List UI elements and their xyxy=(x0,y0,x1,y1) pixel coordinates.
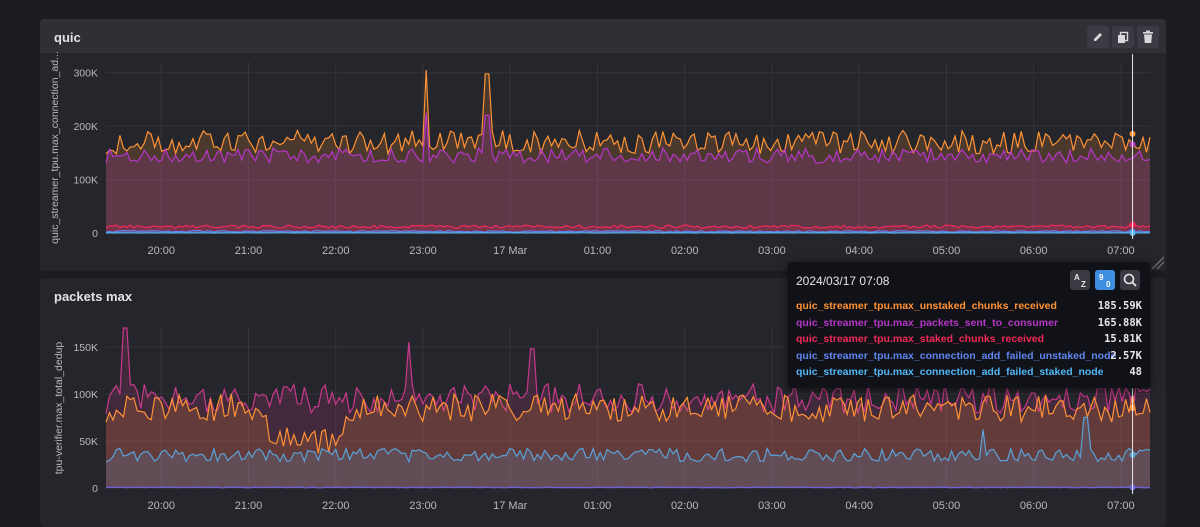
tooltip-series-value: 15.81K xyxy=(1104,333,1142,345)
svg-text:9: 9 xyxy=(1099,273,1104,282)
tooltip-series-name: quic_streamer_tpu.max_unstaked_chunks_re… xyxy=(796,300,1057,312)
tooltip-series-value: 185.59K xyxy=(1097,300,1142,312)
x-tick-label: 02:00 xyxy=(671,500,699,512)
copy-icon xyxy=(1118,31,1129,43)
series-line xyxy=(105,416,1151,464)
tooltip-series-name: quic_streamer_tpu.max_connection_add_fai… xyxy=(796,366,1104,378)
svg-text:0: 0 xyxy=(1106,280,1111,289)
search-icon xyxy=(1123,273,1137,287)
x-tick-label: 01:00 xyxy=(584,245,612,257)
series-area xyxy=(106,417,1150,488)
x-tick-label: 06:00 xyxy=(1020,500,1048,512)
x-tick-label: 23:00 xyxy=(409,500,437,512)
y-tick-label: 0 xyxy=(92,228,98,240)
quic-panel: quic 0 100K 200K 300K 20:00 21:00 22:00 23:00 17… xyxy=(40,19,1166,271)
x-tick-label: 07:00 xyxy=(1107,245,1135,257)
edit-button[interactable] xyxy=(1087,26,1109,48)
panel-header[interactable]: packets max xyxy=(40,278,1166,312)
x-tick-label: 20:00 xyxy=(147,245,175,257)
tooltip-row: quic_streamer_tpu.max_staked_chunks_rece… xyxy=(796,333,1142,349)
tooltip-row: quic_streamer_tpu.max_connection_add_fai… xyxy=(796,366,1142,382)
series-area xyxy=(106,225,1150,233)
series-line xyxy=(105,224,1151,229)
sort-numeric-button[interactable]: 9 0 xyxy=(1095,270,1115,290)
tooltip-series-name: quic_streamer_tpu.max_packets_sent_to_co… xyxy=(796,316,1059,329)
panel-title: packets max xyxy=(54,289,133,304)
y-tick-label: 50K xyxy=(79,436,98,448)
series-line xyxy=(105,69,1151,156)
sort-alpha-button[interactable]: A Z xyxy=(1070,270,1090,290)
tooltip-row: quic_streamer_tpu.max_packets_sent_to_co… xyxy=(796,317,1142,333)
tooltip-series-value: 2.57K xyxy=(1110,349,1142,362)
series-line xyxy=(105,112,1151,165)
tooltip-row: quic_streamer_tpu.max_connection_add_fai… xyxy=(796,350,1142,366)
tooltip-series-value: 48 xyxy=(1129,366,1142,378)
tooltip-series-value: 165.88K xyxy=(1097,316,1142,329)
sort-alpha-icon: A Z xyxy=(1074,273,1086,289)
chart-tooltip: 2024/03/17 07:08 A Z 9 0 quic_streamer_t… xyxy=(788,262,1150,388)
trash-icon xyxy=(1143,30,1153,43)
x-tick-label: 03:00 xyxy=(758,500,786,512)
series-area xyxy=(106,393,1150,488)
tooltip-time: 2024/03/17 07:08 xyxy=(796,274,890,288)
pencil-icon xyxy=(1094,33,1102,41)
x-tick-label: 05:00 xyxy=(933,245,961,257)
x-tick-label: 07:00 xyxy=(1107,500,1135,512)
x-tick-label: 04:00 xyxy=(845,245,873,257)
series-line xyxy=(105,486,1151,489)
delete-button[interactable] xyxy=(1137,26,1159,48)
y-tick-label: 0 xyxy=(92,483,98,495)
series-line xyxy=(105,229,1151,233)
quic-chart[interactable]: 0 100K 200K 300K 20:00 21:00 22:00 23:00 17 Mar 0… xyxy=(40,19,1166,271)
y-tick-label: 100K xyxy=(73,389,98,401)
sort-numeric-icon: 9 0 xyxy=(1099,273,1111,289)
y-tick-label: 100K xyxy=(73,175,98,187)
y-tick-label: 200K xyxy=(73,121,98,133)
series-area xyxy=(106,112,1150,233)
resize-handle-icon[interactable] xyxy=(1150,255,1164,269)
series-area xyxy=(106,70,1150,233)
x-tick-label: 17 Mar xyxy=(493,245,528,257)
tooltip-row: quic_streamer_tpu.max_unstaked_chunks_re… xyxy=(796,300,1142,316)
panel-title: quic xyxy=(54,30,81,45)
x-tick-label: 20:00 xyxy=(147,500,175,512)
x-tick-label: 22:00 xyxy=(322,500,350,512)
x-tick-label: 23:00 xyxy=(409,245,437,257)
duplicate-button[interactable] xyxy=(1112,26,1134,48)
x-tick-label: 03:00 xyxy=(758,245,786,257)
x-tick-label: 04:00 xyxy=(845,500,873,512)
x-tick-label: 05:00 xyxy=(933,500,961,512)
svg-text:Z: Z xyxy=(1081,280,1086,289)
tooltip-series-name: quic_streamer_tpu.max_connection_add_fai… xyxy=(796,349,1117,362)
svg-text:A: A xyxy=(1074,273,1080,282)
x-tick-label: 02:00 xyxy=(671,245,699,257)
x-tick-label: 06:00 xyxy=(1020,245,1048,257)
y-axis-label: tpu-verifier.max_total_dedup xyxy=(53,342,65,475)
panel-header[interactable]: quic xyxy=(40,19,1166,53)
tooltip-series-name: quic_streamer_tpu.max_staked_chunks_rece… xyxy=(796,333,1045,345)
y-tick-label: 300K xyxy=(73,68,98,80)
x-tick-label: 21:00 xyxy=(235,500,263,512)
search-button[interactable] xyxy=(1120,270,1140,290)
y-tick-label: 150K xyxy=(73,342,98,354)
series-line xyxy=(105,327,1151,416)
x-tick-label: 01:00 xyxy=(584,500,612,512)
series-line xyxy=(105,392,1151,454)
x-tick-label: 17 Mar xyxy=(493,500,528,512)
x-tick-label: 22:00 xyxy=(322,245,350,257)
y-axis-label: quic_streamer_tpu.max_connection_ad... xyxy=(49,51,61,244)
x-tick-label: 21:00 xyxy=(235,245,263,257)
